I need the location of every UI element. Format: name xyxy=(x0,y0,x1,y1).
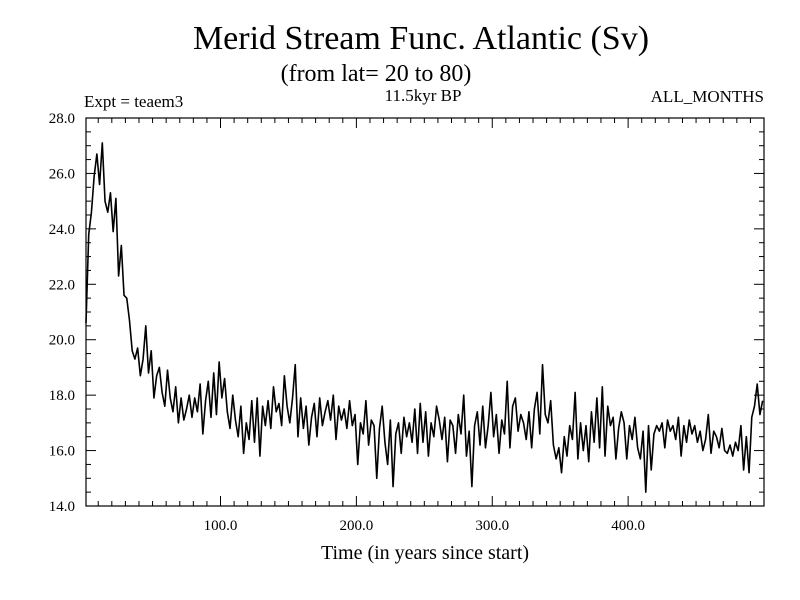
header-experiment: Expt = teaem3 xyxy=(84,92,183,111)
header-period: 11.5kyr BP xyxy=(385,86,462,105)
axis-ticks xyxy=(86,118,764,506)
x-tick-label: 100.0 xyxy=(204,518,238,534)
y-tick-label: 26.0 xyxy=(49,166,75,182)
y-tick-label: 22.0 xyxy=(49,277,75,293)
plot-frame xyxy=(85,117,765,507)
series-layer xyxy=(85,142,764,493)
y-tick-label: 14.0 xyxy=(49,499,75,515)
y-tick-label: 24.0 xyxy=(49,222,75,238)
chart-title: Merid Stream Func. Atlantic (Sv) xyxy=(193,20,649,57)
y-tick-label: 16.0 xyxy=(49,444,75,460)
x-tick-label: 200.0 xyxy=(340,518,374,534)
x-tick-label: 300.0 xyxy=(475,518,509,534)
chart-subtitle: (from lat= 20 to 80) xyxy=(281,61,472,87)
x-axis-label: Time (in years since start) xyxy=(321,542,529,564)
header-months: ALL_MONTHS xyxy=(651,87,764,106)
y-tick-label: 18.0 xyxy=(49,388,75,404)
series-line xyxy=(85,142,764,493)
y-tick-label: 20.0 xyxy=(49,333,75,349)
tick-labels: 100.0 200.0 300.0 400.0 14.0 16.0 18.0 20.0 22.0… xyxy=(49,111,645,534)
y-tick-label: 28.0 xyxy=(49,111,75,127)
x-tick-label: 400.0 xyxy=(611,518,645,534)
